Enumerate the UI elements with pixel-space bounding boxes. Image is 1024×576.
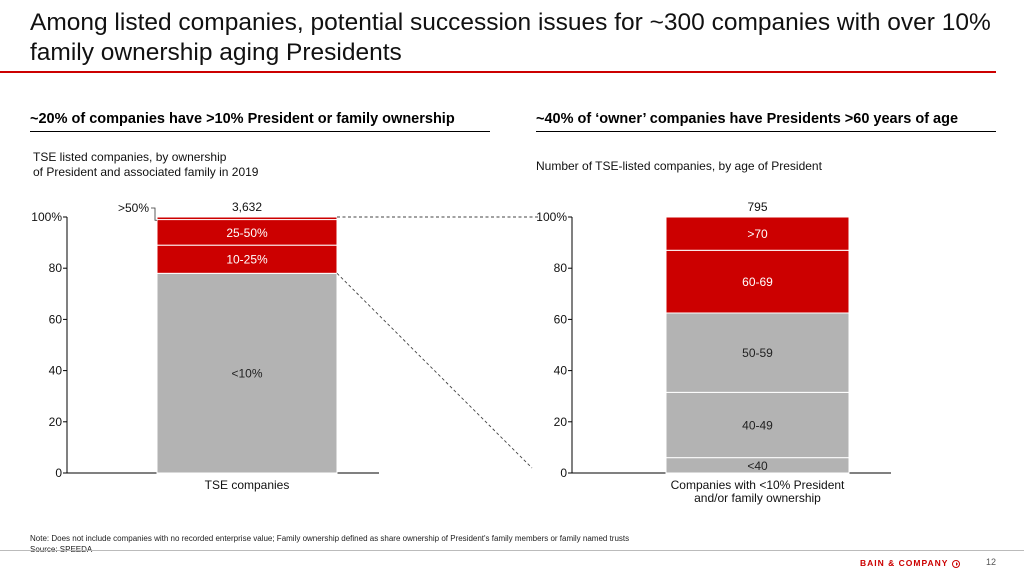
right-chart-subtitle: Number of TSE-listed companies, by age o… bbox=[536, 159, 822, 173]
connector-bottom-dashed-line bbox=[336, 273, 533, 469]
right-y-tick-label: 20 bbox=[554, 415, 568, 429]
right-bar-segment bbox=[665, 312, 850, 393]
right-category-label: and/or family ownership bbox=[694, 491, 821, 505]
right-segment-label: 50-59 bbox=[742, 346, 773, 360]
left-subtitle-line2: of President and associated family in 20… bbox=[33, 165, 259, 179]
brand-name: BAIN & COMPANY bbox=[860, 558, 949, 568]
right-segment-label: <40 bbox=[747, 459, 768, 473]
right-y-tick-label: 60 bbox=[554, 312, 568, 326]
right-y-tick-label: 80 bbox=[554, 261, 568, 275]
left-y-tick-label: 20 bbox=[49, 415, 63, 429]
right-segment-label: 40-49 bbox=[742, 419, 773, 433]
right-y-tick-label: 40 bbox=[554, 364, 568, 378]
left-segment-label: <10% bbox=[231, 367, 262, 381]
left-callout-label: >50% bbox=[118, 201, 149, 215]
left-y-tick-label: 100% bbox=[31, 210, 62, 224]
right-segment-label: >70 bbox=[747, 227, 768, 241]
left-y-tick-label: 60 bbox=[49, 312, 63, 326]
right-category-label: Companies with <10% President bbox=[671, 478, 845, 492]
brand-logo: BAIN & COMPANY bbox=[860, 558, 961, 568]
right-section-header: ~40% of ‘owner’ companies have President… bbox=[536, 111, 959, 127]
left-y-tick-label: 40 bbox=[49, 364, 63, 378]
left-total-label: 3,632 bbox=[232, 200, 262, 214]
right-bar-segment bbox=[665, 216, 850, 251]
right-y-tick-label: 0 bbox=[560, 466, 567, 480]
left-y-tick-label: 0 bbox=[55, 466, 62, 480]
note-text: Note: Does not include companies with no… bbox=[30, 534, 630, 543]
footer-divider bbox=[0, 550, 1024, 551]
right-segment-label: 60-69 bbox=[742, 275, 773, 289]
left-callout-line bbox=[151, 207, 157, 221]
left-section-rule bbox=[30, 131, 490, 132]
left-y-tick-label: 80 bbox=[49, 261, 63, 275]
left-bar-segment bbox=[156, 219, 338, 246]
left-segment-label: 25-50% bbox=[226, 226, 268, 240]
left-subtitle-line1: TSE listed companies, by ownership bbox=[33, 150, 227, 164]
left-bar-segment bbox=[156, 244, 338, 274]
left-category-label: TSE companies bbox=[205, 478, 290, 492]
right-total-label: 795 bbox=[747, 200, 767, 214]
right-section-rule bbox=[536, 131, 996, 132]
left-bar-segment bbox=[156, 272, 338, 474]
left-segment-label: 10-25% bbox=[226, 253, 268, 267]
page-number: 12 bbox=[986, 557, 997, 567]
title-divider bbox=[0, 71, 996, 73]
left-section-header: ~20% of companies have >10% President or… bbox=[30, 111, 455, 127]
right-y-tick-label: 100% bbox=[536, 210, 567, 224]
left-chart-subtitle: TSE listed companies, by ownership of Pr… bbox=[33, 150, 258, 180]
footnote: Note: Does not include companies with no… bbox=[30, 533, 629, 555]
source-text: Source: SPEEDA bbox=[30, 544, 629, 555]
right-bar-segment bbox=[665, 391, 850, 459]
left-bar-segment bbox=[156, 216, 338, 221]
page-title: Among listed companies, potential succes… bbox=[30, 9, 991, 66]
brand-arrow-icon bbox=[952, 560, 961, 568]
right-bar-segment bbox=[665, 249, 850, 314]
